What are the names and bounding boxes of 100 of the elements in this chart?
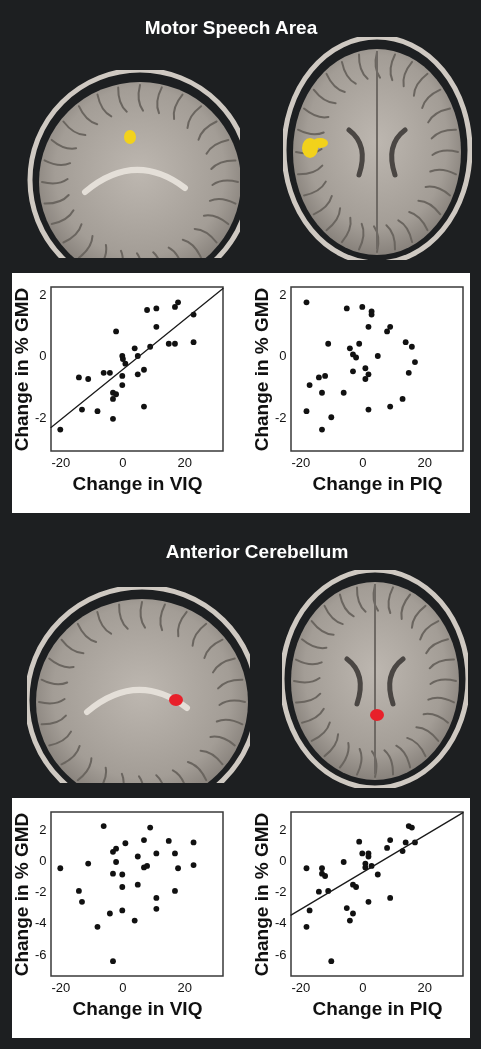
point	[153, 305, 160, 312]
point	[122, 360, 129, 367]
point	[325, 340, 332, 347]
point	[172, 887, 178, 894]
y-tick-label: 0	[39, 348, 47, 364]
point	[356, 340, 363, 347]
point	[175, 299, 181, 306]
point	[412, 359, 418, 366]
point	[110, 958, 116, 965]
x-tick-label: 20	[177, 454, 192, 470]
point	[346, 345, 353, 352]
point	[374, 871, 381, 878]
point	[100, 823, 107, 829]
point	[147, 824, 154, 831]
point	[113, 859, 119, 865]
y-tick-label: 2	[279, 821, 287, 837]
x-tick-label: 0	[119, 454, 127, 470]
point	[106, 910, 113, 917]
y-tick-label: 0	[279, 852, 287, 868]
point	[387, 895, 394, 901]
x-tick-label: -20	[51, 979, 71, 995]
y-axis-title: Change in % GMD	[250, 812, 272, 977]
point	[110, 870, 116, 877]
point	[113, 328, 119, 335]
x-tick-label: 0	[119, 979, 127, 995]
point	[303, 408, 310, 415]
x-axis-title: Change in VIQ	[72, 997, 203, 1019]
point	[153, 323, 160, 330]
point	[365, 898, 372, 905]
point	[172, 304, 178, 310]
chart-title: Motor Speech Area	[144, 17, 318, 39]
y-tick-label: -4	[274, 915, 287, 931]
point	[328, 958, 335, 965]
x-tick-label: -20	[291, 979, 311, 995]
point	[362, 376, 369, 382]
x-tick-label: -20	[291, 454, 311, 470]
y-tick-label: -2	[274, 884, 287, 900]
point	[374, 353, 381, 359]
point	[153, 850, 160, 857]
point	[119, 372, 126, 379]
point	[79, 898, 85, 905]
point	[303, 923, 310, 930]
point	[153, 905, 160, 912]
point	[365, 371, 372, 378]
x-tick-label: 0	[359, 979, 367, 995]
x-tick-label: 20	[417, 979, 432, 995]
y-tick-label: -2	[274, 409, 287, 425]
x-tick-label: 20	[177, 979, 192, 995]
point	[165, 340, 172, 347]
point	[119, 871, 126, 878]
point	[110, 415, 116, 422]
point	[75, 887, 82, 894]
point	[94, 923, 101, 930]
point	[365, 323, 372, 330]
y-tick-label: 2	[39, 821, 47, 837]
point	[190, 339, 197, 346]
point	[134, 853, 141, 860]
point	[350, 910, 356, 917]
point	[356, 838, 363, 845]
point	[134, 371, 141, 378]
point	[119, 907, 126, 914]
chart-title: Anterior Cerebellum	[165, 541, 349, 563]
point	[362, 365, 369, 372]
x-tick-label: 0	[359, 454, 367, 470]
x-tick-label: -20	[51, 454, 71, 470]
point	[153, 895, 160, 901]
point	[322, 873, 329, 879]
point	[141, 837, 147, 844]
point	[350, 368, 356, 375]
x-axis-title: Change in PIQ	[312, 997, 443, 1019]
point	[325, 887, 332, 894]
point	[141, 366, 147, 373]
point	[106, 369, 113, 376]
point	[399, 395, 406, 402]
point	[402, 839, 409, 846]
point	[94, 408, 101, 415]
y-tick-label: 0	[39, 852, 47, 868]
point	[306, 907, 313, 914]
point	[343, 905, 350, 911]
point	[384, 845, 390, 851]
point	[119, 382, 126, 388]
point	[322, 372, 329, 379]
point	[340, 389, 347, 396]
point	[359, 850, 366, 857]
point	[141, 403, 147, 410]
point	[165, 837, 172, 844]
point	[110, 395, 116, 402]
point	[122, 840, 129, 847]
point	[365, 406, 372, 413]
point	[328, 414, 335, 421]
y-tick-label: -6	[274, 946, 287, 962]
point	[175, 865, 181, 872]
point	[190, 839, 197, 846]
point	[387, 837, 394, 844]
point	[75, 374, 82, 381]
y-tick-label: 2	[39, 287, 47, 303]
point	[343, 305, 350, 312]
point	[85, 376, 92, 382]
y-tick-label: 2	[279, 287, 287, 303]
point	[340, 859, 347, 865]
